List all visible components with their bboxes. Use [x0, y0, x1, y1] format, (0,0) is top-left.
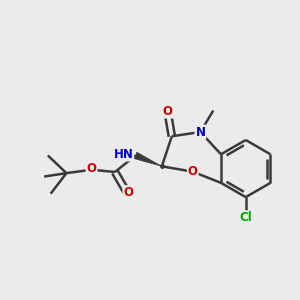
Text: O: O	[163, 105, 172, 118]
Text: O: O	[188, 165, 198, 178]
Text: O: O	[86, 162, 97, 175]
Text: O: O	[123, 186, 134, 199]
Text: Cl: Cl	[239, 211, 252, 224]
Polygon shape	[134, 152, 162, 166]
Text: HN: HN	[113, 148, 133, 160]
Text: N: N	[195, 125, 206, 139]
